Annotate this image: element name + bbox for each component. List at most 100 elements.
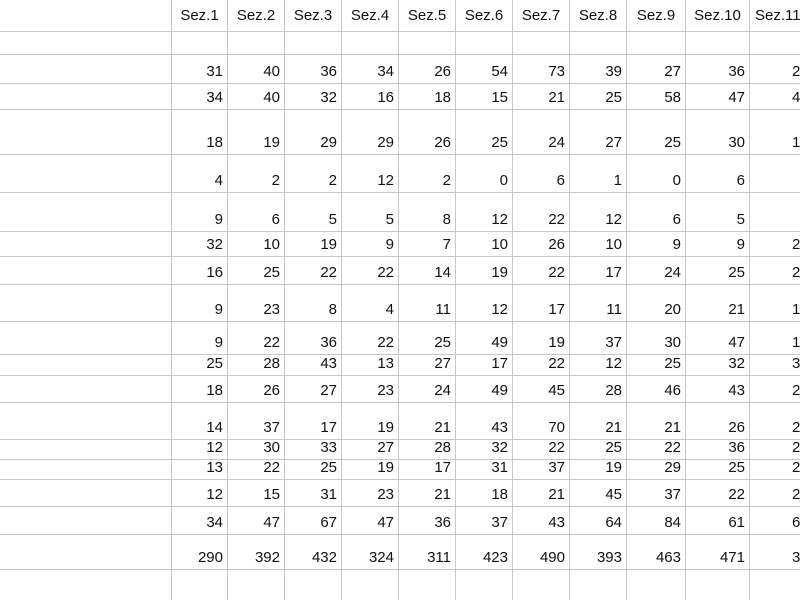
row-label-cell[interactable] <box>0 193 172 232</box>
value-cell[interactable]: 7 <box>399 232 456 257</box>
value-cell[interactable]: 8 <box>399 193 456 232</box>
empty-cell[interactable] <box>750 193 800 232</box>
value-cell[interactable]: 490 <box>513 535 570 570</box>
empty-cell[interactable] <box>0 0 172 32</box>
value-cell[interactable]: 47 <box>342 507 399 535</box>
column-header[interactable]: Sez.7 <box>513 0 570 32</box>
value-cell[interactable]: 21 <box>570 403 627 440</box>
value-cell[interactable]: 4 <box>172 155 228 193</box>
value-cell[interactable]: 25 <box>570 84 627 110</box>
value-cell[interactable]: 27 <box>342 440 399 460</box>
column-header[interactable]: Sez.3 <box>285 0 342 32</box>
column-header[interactable]: Sez.2 <box>228 0 285 32</box>
value-cell[interactable]: 22 <box>686 480 750 507</box>
value-cell[interactable]: 73 <box>513 55 570 84</box>
value-cell[interactable]: 14 <box>399 257 456 285</box>
value-cell[interactable]: 25 <box>570 440 627 460</box>
empty-cell[interactable] <box>627 32 686 55</box>
value-cell[interactable]: 25 <box>627 110 686 155</box>
value-cell[interactable]: 392 <box>228 535 285 570</box>
value-cell[interactable]: 12 <box>456 193 513 232</box>
value-cell[interactable]: 49 <box>456 376 513 403</box>
empty-cell[interactable] <box>172 570 228 600</box>
value-cell[interactable]: 26 <box>513 232 570 257</box>
value-cell[interactable]: 36 <box>686 440 750 460</box>
value-cell[interactable]: 47 <box>686 84 750 110</box>
value-cell[interactable]: 30 <box>686 110 750 155</box>
column-header[interactable]: Sez.6 <box>456 0 513 32</box>
empty-cell[interactable] <box>627 570 686 600</box>
value-cell[interactable]: 24 <box>399 376 456 403</box>
empty-cell[interactable] <box>456 32 513 55</box>
value-cell[interactable]: 21 <box>627 403 686 440</box>
value-cell[interactable]: 2 <box>750 55 800 84</box>
value-cell[interactable]: 2 <box>750 403 800 440</box>
value-cell[interactable]: 5 <box>342 193 399 232</box>
value-cell[interactable]: 0 <box>627 155 686 193</box>
value-cell[interactable]: 10 <box>228 232 285 257</box>
value-cell[interactable]: 2 <box>750 257 800 285</box>
value-cell[interactable]: 423 <box>456 535 513 570</box>
value-cell[interactable]: 22 <box>285 257 342 285</box>
value-cell[interactable]: 27 <box>627 55 686 84</box>
value-cell[interactable]: 40 <box>228 55 285 84</box>
row-label-cell[interactable] <box>0 535 172 570</box>
value-cell[interactable]: 19 <box>456 257 513 285</box>
value-cell[interactable]: 12 <box>570 355 627 376</box>
value-cell[interactable]: 290 <box>172 535 228 570</box>
column-header[interactable]: Sez.11 <box>750 0 800 32</box>
value-cell[interactable]: 36 <box>399 507 456 535</box>
empty-cell[interactable] <box>513 570 570 600</box>
value-cell[interactable]: 10 <box>570 232 627 257</box>
value-cell[interactable]: 30 <box>627 322 686 355</box>
value-cell[interactable]: 17 <box>456 355 513 376</box>
value-cell[interactable]: 24 <box>627 257 686 285</box>
value-cell[interactable]: 5 <box>285 193 342 232</box>
value-cell[interactable]: 25 <box>399 322 456 355</box>
empty-cell[interactable] <box>285 570 342 600</box>
value-cell[interactable]: 25 <box>686 257 750 285</box>
value-cell[interactable]: 311 <box>399 535 456 570</box>
value-cell[interactable]: 26 <box>399 110 456 155</box>
value-cell[interactable]: 45 <box>513 376 570 403</box>
value-cell[interactable]: 36 <box>285 55 342 84</box>
value-cell[interactable]: 28 <box>228 355 285 376</box>
value-cell[interactable]: 36 <box>285 322 342 355</box>
row-label-cell[interactable] <box>0 110 172 155</box>
value-cell[interactable]: 4 <box>342 285 399 322</box>
value-cell[interactable]: 18 <box>456 480 513 507</box>
empty-cell[interactable] <box>228 570 285 600</box>
value-cell[interactable]: 67 <box>285 507 342 535</box>
value-cell[interactable]: 29 <box>342 110 399 155</box>
value-cell[interactable]: 64 <box>570 507 627 535</box>
value-cell[interactable]: 3 <box>750 355 800 376</box>
column-header[interactable]: Sez.10 <box>686 0 750 32</box>
row-label-cell[interactable] <box>0 285 172 322</box>
value-cell[interactable]: 12 <box>172 480 228 507</box>
value-cell[interactable]: 2 <box>750 440 800 460</box>
value-cell[interactable]: 432 <box>285 535 342 570</box>
value-cell[interactable]: 21 <box>686 285 750 322</box>
empty-cell[interactable] <box>0 570 172 600</box>
value-cell[interactable]: 15 <box>456 84 513 110</box>
value-cell[interactable]: 37 <box>627 480 686 507</box>
value-cell[interactable]: 1 <box>750 322 800 355</box>
value-cell[interactable]: 37 <box>513 460 570 480</box>
value-cell[interactable]: 22 <box>513 355 570 376</box>
empty-cell[interactable] <box>342 570 399 600</box>
value-cell[interactable]: 22 <box>627 440 686 460</box>
value-cell[interactable]: 29 <box>627 460 686 480</box>
value-cell[interactable]: 15 <box>228 480 285 507</box>
value-cell[interactable]: 2 <box>750 376 800 403</box>
value-cell[interactable]: 22 <box>342 257 399 285</box>
value-cell[interactable]: 14 <box>172 403 228 440</box>
value-cell[interactable]: 43 <box>456 403 513 440</box>
value-cell[interactable]: 49 <box>456 322 513 355</box>
value-cell[interactable]: 34 <box>342 55 399 84</box>
empty-cell[interactable] <box>399 570 456 600</box>
value-cell[interactable]: 32 <box>686 355 750 376</box>
value-cell[interactable]: 9 <box>172 193 228 232</box>
value-cell[interactable]: 2 <box>750 460 800 480</box>
empty-cell[interactable] <box>750 155 800 193</box>
empty-cell[interactable] <box>750 570 800 600</box>
